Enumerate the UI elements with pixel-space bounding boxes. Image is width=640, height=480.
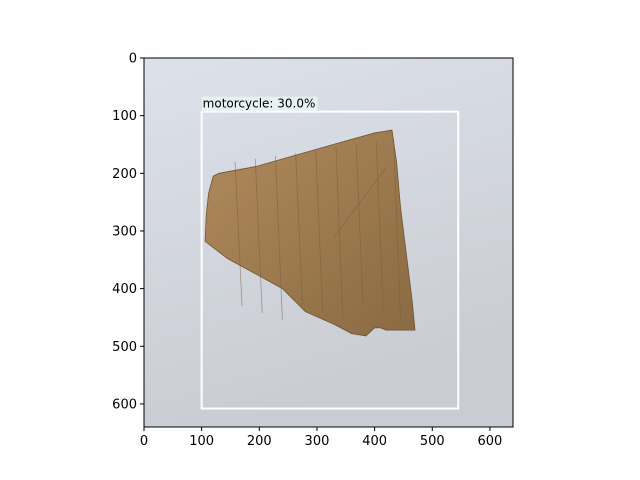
crease-line bbox=[375, 141, 384, 313]
y-tick-label: 600 bbox=[112, 397, 137, 412]
detection-box bbox=[200, 110, 460, 410]
y-tick-label: 500 bbox=[112, 340, 137, 355]
crease-line bbox=[333, 167, 387, 237]
crease-line bbox=[275, 155, 283, 320]
crease-line bbox=[355, 144, 364, 306]
detections-layer: motorcycle: 30.0% bbox=[200, 96, 460, 410]
detection-label: motorcycle: 30.0% bbox=[203, 97, 316, 111]
photo-image bbox=[144, 58, 513, 427]
y-tick-label: 300 bbox=[112, 224, 137, 239]
x-tick-label: 0 bbox=[140, 434, 148, 449]
crease-line bbox=[393, 138, 401, 320]
y-tick-label: 400 bbox=[112, 282, 137, 297]
cardboard-creases bbox=[234, 138, 401, 320]
x-tick-label: 200 bbox=[247, 434, 272, 449]
y-tick-label: 100 bbox=[112, 109, 137, 124]
x-axis: 0 100 200 300 400 500 600 bbox=[140, 427, 502, 449]
axes-frame bbox=[143, 57, 514, 428]
crease-line bbox=[335, 147, 344, 320]
y-tick-label: 200 bbox=[112, 167, 137, 182]
crease-line bbox=[254, 158, 263, 313]
crease-line bbox=[315, 150, 324, 313]
x-tick-label: 400 bbox=[362, 434, 387, 449]
x-tick-label: 500 bbox=[420, 434, 445, 449]
x-tick-label: 300 bbox=[305, 434, 330, 449]
x-tick-label: 600 bbox=[478, 434, 503, 449]
y-axis: 0 100 200 300 400 500 600 bbox=[112, 52, 144, 412]
x-tick-label: 100 bbox=[189, 434, 214, 449]
crease-line bbox=[295, 153, 303, 306]
detection-label-bg bbox=[201, 96, 318, 111]
y-tick-label: 0 bbox=[129, 52, 137, 67]
crease-line bbox=[234, 161, 243, 306]
